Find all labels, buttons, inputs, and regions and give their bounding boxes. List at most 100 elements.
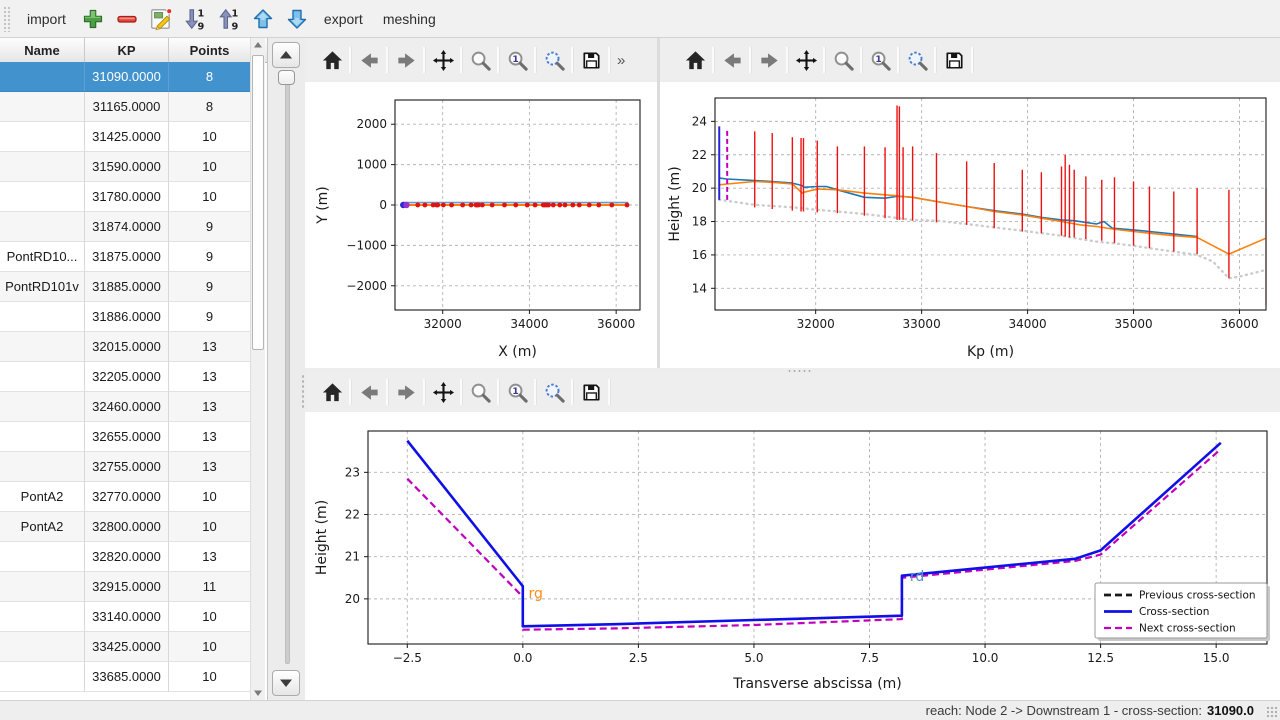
cell-kp[interactable]: 31885.0000 [85,272,169,302]
section-slider-handle[interactable] [278,70,295,85]
cell-kp[interactable]: 31780.0000 [85,182,169,212]
table-row[interactable]: 32015.0000 13 [0,332,251,362]
table-scrollbar[interactable] [250,38,265,700]
cell-kp[interactable]: 32820.0000 [85,542,169,572]
cell-kp[interactable]: 31886.0000 [85,302,169,332]
cell-kp[interactable]: 32460.0000 [85,392,169,422]
section-slider-track[interactable] [285,74,290,664]
cell-points[interactable]: 11 [169,572,251,602]
mpl-home-button[interactable] [315,45,349,75]
cell-points[interactable]: 13 [169,362,251,392]
cell-points[interactable]: 10 [169,602,251,632]
cell-points[interactable]: 9 [169,302,251,332]
section-view-canvas[interactable]: rg rd −2.5 0.0 2.5 5.0 7.5 10.0 12.5 15.0 20 21 22 23… [305,412,1280,700]
cell-kp[interactable]: 31090.0000 [85,62,169,92]
table-row[interactable]: PontA2 32770.0000 10 [0,482,251,512]
meshing-button[interactable]: meshing [382,10,436,27]
table-row[interactable]: 32915.0000 11 [0,572,251,602]
mpl-save-button[interactable] [574,45,608,75]
cell-name[interactable]: PontRD10... [0,242,85,272]
table-row[interactable]: 31590.0000 10 [0,152,251,182]
cell-name[interactable] [0,152,85,182]
cell-points[interactable]: 13 [169,542,251,572]
cell-name[interactable] [0,542,85,572]
cell-name[interactable] [0,212,85,242]
table-row[interactable]: 31090.0000 8 [0,62,251,92]
cell-name[interactable] [0,182,85,212]
column-header-kp[interactable]: KP [85,38,169,62]
mpl-zoom-button[interactable] [463,377,497,407]
table-row[interactable]: 32755.0000 13 [0,452,251,482]
plan-view-canvas[interactable]: 32000 34000 36000 −2000 −1000 0 1000 2000 X (m) Y… [305,82,657,368]
cell-name[interactable] [0,302,85,332]
mpl-back-button[interactable] [715,45,749,75]
cell-name[interactable]: PontA2 [0,512,85,542]
toolbar-grip[interactable] [3,5,11,32]
cell-name[interactable] [0,62,85,92]
previous-section-button[interactable] [272,42,300,68]
horizontal-splitter[interactable] [305,368,1280,372]
cell-points[interactable]: 10 [169,662,251,692]
mpl-zoom-one-button[interactable]: 1 [500,45,534,75]
mpl-back-button[interactable] [352,45,386,75]
table-row[interactable]: 33685.0000 10 [0,662,251,692]
move-up-button[interactable] [246,4,280,34]
mpl-zoom-dashed-button[interactable] [537,377,571,407]
column-header-points[interactable]: Points [169,38,251,62]
mpl-home-button[interactable] [315,377,349,407]
column-header-name[interactable]: Name [0,38,85,62]
cell-points[interactable]: 13 [169,422,251,452]
cell-points[interactable]: 8 [169,92,251,122]
cell-points[interactable]: 13 [169,392,251,422]
cell-name[interactable]: PontRD101v [0,272,85,302]
table-row[interactable]: 32205.0000 13 [0,362,251,392]
cell-kp[interactable]: 31874.0000 [85,212,169,242]
cell-kp[interactable]: 32800.0000 [85,512,169,542]
mpl-zoom-one-button[interactable]: 1 [863,45,897,75]
cell-name[interactable] [0,452,85,482]
mpl-zoom-one-button[interactable]: 1 [500,377,534,407]
table-row[interactable]: PontA2 32800.0000 10 [0,512,251,542]
mpl-pan-button[interactable] [426,377,460,407]
cell-points[interactable]: 9 [169,212,251,242]
cell-points[interactable]: 13 [169,452,251,482]
cell-kp[interactable]: 32755.0000 [85,452,169,482]
cell-kp[interactable]: 33685.0000 [85,662,169,692]
cell-name[interactable] [0,332,85,362]
vertical-splitter-grip[interactable] [301,374,305,410]
cell-kp[interactable]: 31875.0000 [85,242,169,272]
mpl-zoom-button[interactable] [826,45,860,75]
mpl-zoom-dashed-button[interactable] [537,45,571,75]
scroll-up-arrow[interactable] [251,38,265,52]
cell-points[interactable]: 10 [169,632,251,662]
mpl-zoom-dashed-button[interactable] [900,45,934,75]
cell-name[interactable] [0,572,85,602]
window-resize-grip[interactable] [1266,706,1278,718]
table-row[interactable]: 31165.0000 8 [0,92,251,122]
cell-name[interactable] [0,392,85,422]
cell-points[interactable]: 10 [169,122,251,152]
cell-points[interactable]: 9 [169,272,251,302]
sort-descending-button[interactable]: 1 9 [212,4,246,34]
sort-ascending-button[interactable]: 1 9 [178,4,212,34]
table-row[interactable]: 33140.0000 10 [0,602,251,632]
table-row[interactable]: 32820.0000 13 [0,542,251,572]
cell-name[interactable] [0,422,85,452]
cell-points[interactable]: 10 [169,512,251,542]
cell-kp[interactable]: 32015.0000 [85,332,169,362]
cell-kp[interactable]: 31425.0000 [85,122,169,152]
cell-kp[interactable]: 32770.0000 [85,482,169,512]
cell-points[interactable]: 10 [169,152,251,182]
cell-points[interactable]: 8 [169,62,251,92]
edit-cross-section-button[interactable] [144,4,178,34]
cell-name[interactable] [0,662,85,692]
next-section-button[interactable] [272,670,300,696]
cell-kp[interactable]: 33425.0000 [85,632,169,662]
move-down-button[interactable] [280,4,314,34]
table-row[interactable]: 31780.0000 10 [0,182,251,212]
toolbar-overflow-button[interactable]: » [617,51,626,69]
table-row[interactable]: 31425.0000 10 [0,122,251,152]
cell-kp[interactable]: 31165.0000 [85,92,169,122]
mpl-zoom-button[interactable] [463,45,497,75]
mpl-forward-button[interactable] [389,45,423,75]
